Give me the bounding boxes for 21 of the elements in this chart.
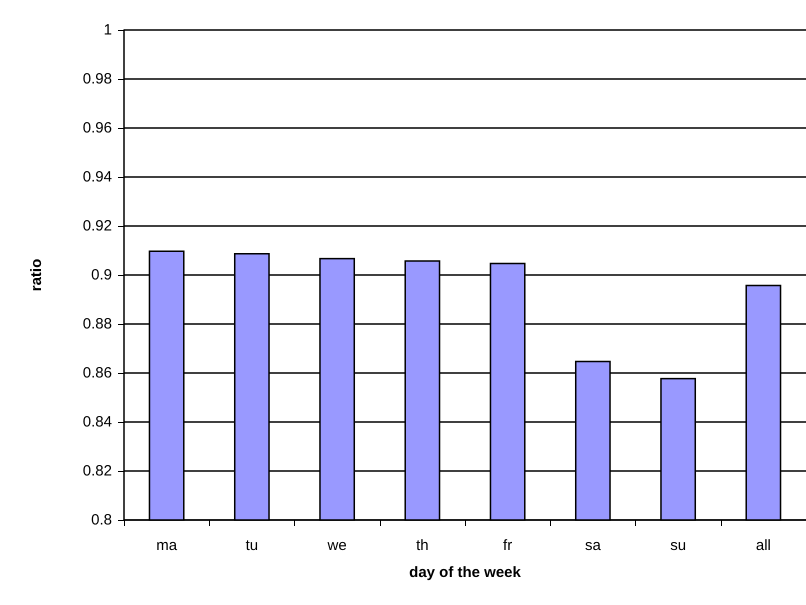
y-tick-label: 0.88 (82, 316, 112, 332)
y-axis-title: ratio (28, 258, 45, 292)
y-tick-label: 0.94 (82, 168, 112, 186)
x-tick-label: all (756, 537, 771, 554)
x-tick-label: sa (584, 537, 602, 554)
x-tick-label: th (416, 537, 429, 554)
y-tick-label: 0.96 (82, 120, 112, 136)
y-tick-label: 0.92 (82, 218, 112, 234)
y-tick-label: 0.8 (91, 512, 112, 528)
y-tick-label: 0.84 (82, 414, 112, 430)
y-tick-label: 0.82 (82, 462, 112, 480)
x-axis-title: day of the week (409, 564, 522, 581)
x-tick-label: su (670, 537, 686, 554)
y-tick-label: 0.9 (91, 266, 112, 284)
x-tick-label: fr (503, 537, 512, 554)
x-tick-label: tu (246, 537, 258, 554)
x-tick-label: ma (156, 537, 178, 554)
y-tick-label: 0.86 (82, 364, 112, 382)
y-tick-label: 1 (104, 22, 112, 38)
y-tick-label: 0.98 (82, 70, 112, 88)
x-tick-label: we (326, 537, 347, 554)
